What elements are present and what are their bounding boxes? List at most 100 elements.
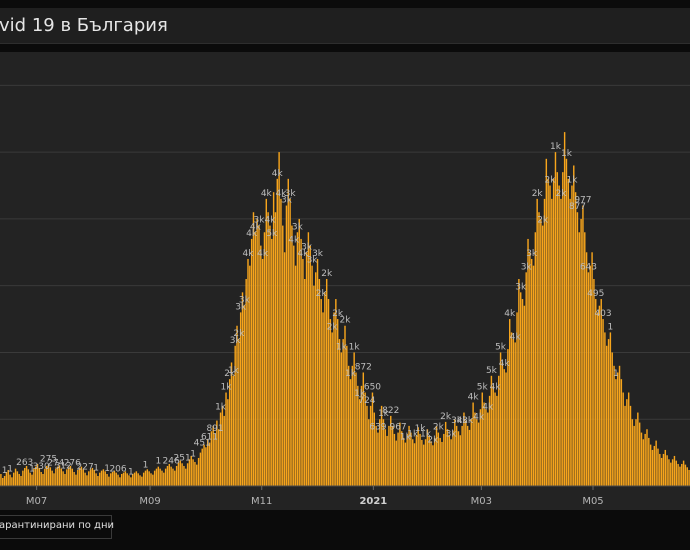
- bar[interactable]: [42, 473, 44, 486]
- bar[interactable]: [230, 362, 233, 486]
- bar[interactable]: [638, 422, 641, 486]
- bar[interactable]: [408, 425, 410, 486]
- bar[interactable]: [551, 198, 553, 486]
- bar[interactable]: [540, 218, 542, 486]
- bar[interactable]: [519, 292, 522, 486]
- bar[interactable]: [302, 258, 304, 486]
- bar[interactable]: [377, 432, 379, 486]
- bar[interactable]: [627, 392, 630, 486]
- bar[interactable]: [164, 468, 167, 486]
- bar[interactable]: [5, 471, 8, 486]
- bar[interactable]: [422, 444, 425, 486]
- bar[interactable]: [51, 470, 53, 486]
- bar[interactable]: [283, 252, 286, 486]
- bar[interactable]: [324, 292, 326, 486]
- bar[interactable]: [574, 192, 577, 486]
- bar[interactable]: [547, 178, 549, 486]
- bar[interactable]: [523, 305, 526, 486]
- bar[interactable]: [347, 365, 350, 486]
- bar[interactable]: [532, 265, 535, 486]
- bar[interactable]: [29, 472, 31, 486]
- bar[interactable]: [40, 471, 42, 486]
- bar[interactable]: [589, 265, 591, 486]
- bar[interactable]: [659, 453, 661, 486]
- bar[interactable]: [126, 473, 128, 486]
- bar[interactable]: [492, 385, 494, 486]
- bar[interactable]: [563, 132, 566, 486]
- bar[interactable]: [428, 435, 430, 486]
- bar[interactable]: [648, 437, 650, 486]
- bar[interactable]: [282, 225, 284, 486]
- bar[interactable]: [358, 399, 361, 486]
- bar[interactable]: [9, 474, 11, 486]
- bar[interactable]: [293, 245, 295, 486]
- bar[interactable]: [604, 332, 606, 486]
- bar[interactable]: [399, 422, 401, 486]
- bar[interactable]: [664, 449, 667, 486]
- bar[interactable]: [183, 465, 185, 486]
- bar[interactable]: [36, 463, 39, 486]
- bar[interactable]: [615, 379, 617, 486]
- bar[interactable]: [463, 412, 465, 486]
- bar[interactable]: [157, 466, 160, 486]
- bar[interactable]: [49, 467, 52, 486]
- bar[interactable]: [668, 459, 670, 486]
- bar[interactable]: [69, 465, 72, 486]
- bar[interactable]: [45, 465, 48, 486]
- bar[interactable]: [93, 469, 95, 486]
- bar[interactable]: [470, 419, 472, 486]
- bar[interactable]: [311, 265, 313, 486]
- bar[interactable]: [342, 339, 344, 486]
- bar[interactable]: [571, 185, 573, 486]
- bar[interactable]: [181, 463, 183, 486]
- bar[interactable]: [75, 474, 77, 486]
- bar[interactable]: [207, 439, 209, 486]
- bar[interactable]: [443, 433, 445, 486]
- bar[interactable]: [278, 152, 280, 486]
- bar[interactable]: [514, 342, 516, 486]
- bar[interactable]: [73, 471, 75, 486]
- bar[interactable]: [622, 392, 624, 486]
- bar[interactable]: [239, 312, 242, 486]
- bar[interactable]: [653, 445, 656, 486]
- bar[interactable]: [18, 473, 20, 486]
- bar[interactable]: [247, 258, 249, 486]
- bar[interactable]: [88, 471, 90, 486]
- bar[interactable]: [234, 345, 236, 486]
- bar[interactable]: [104, 471, 106, 486]
- bar[interactable]: [124, 471, 127, 486]
- bar[interactable]: [496, 395, 498, 486]
- bar[interactable]: [503, 369, 505, 486]
- bar[interactable]: [485, 409, 487, 486]
- bar[interactable]: [426, 429, 429, 486]
- bar[interactable]: [131, 473, 134, 486]
- bar[interactable]: [91, 467, 94, 486]
- bar[interactable]: [534, 232, 537, 486]
- bar[interactable]: [249, 265, 251, 486]
- bar[interactable]: [336, 319, 339, 486]
- bar[interactable]: [276, 178, 278, 486]
- bar[interactable]: [186, 463, 189, 486]
- bar[interactable]: [44, 468, 46, 486]
- bar[interactable]: [421, 439, 423, 486]
- bar[interactable]: [360, 385, 363, 486]
- bar[interactable]: [325, 279, 328, 486]
- bar[interactable]: [649, 444, 652, 486]
- bar[interactable]: [232, 375, 235, 486]
- bar[interactable]: [335, 299, 337, 486]
- bar[interactable]: [31, 474, 33, 486]
- bar[interactable]: [644, 433, 646, 486]
- bar[interactable]: [567, 178, 569, 486]
- bar[interactable]: [584, 232, 586, 486]
- bar[interactable]: [466, 425, 469, 486]
- bar[interactable]: [488, 395, 491, 486]
- bar[interactable]: [364, 392, 366, 486]
- bar[interactable]: [562, 172, 564, 486]
- bar[interactable]: [210, 431, 213, 486]
- bar[interactable]: [161, 470, 163, 486]
- bar[interactable]: [675, 460, 677, 486]
- bar[interactable]: [465, 420, 467, 486]
- bar[interactable]: [662, 453, 665, 486]
- bar[interactable]: [406, 433, 408, 486]
- bar[interactable]: [439, 437, 441, 486]
